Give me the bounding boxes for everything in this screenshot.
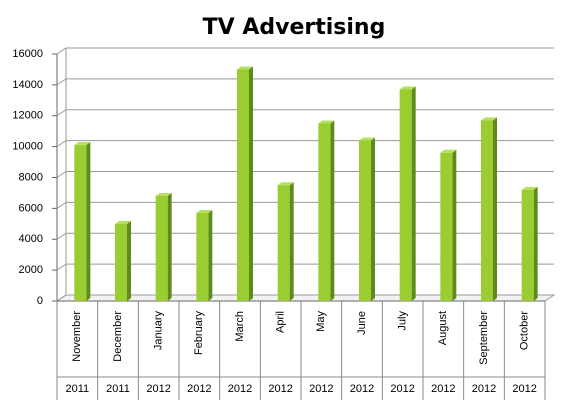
x-tick-label: October — [519, 311, 531, 350]
y-tick-label: 12000 — [12, 110, 43, 122]
chart-title: TV Advertising — [203, 15, 386, 40]
bar-side — [127, 220, 131, 301]
y-tick-label: 14000 — [12, 79, 43, 91]
bar-side — [493, 117, 497, 301]
grid-line — [56, 47, 554, 55]
x-group-label: 2011 — [106, 383, 130, 395]
bar-side — [452, 149, 457, 301]
x-tick-label: April — [275, 311, 287, 333]
bar — [115, 223, 127, 301]
bar-top — [481, 117, 497, 121]
bar-side — [289, 182, 294, 301]
bar-top — [237, 66, 253, 70]
bar — [237, 69, 249, 301]
grid-line — [56, 201, 554, 209]
bar — [399, 89, 412, 301]
x-tick-label: August — [437, 311, 449, 345]
x-tick-label: January — [153, 311, 165, 351]
bar-top — [155, 193, 172, 197]
x-group-label: 2012 — [472, 383, 496, 395]
bar-side — [167, 193, 172, 301]
grid-line — [56, 232, 554, 240]
x-group-label: 2012 — [146, 383, 170, 395]
bar-side — [208, 210, 213, 301]
x-tick-label: May — [315, 311, 327, 332]
y-tick-label: 16000 — [12, 48, 43, 60]
grid-line — [56, 140, 554, 148]
bar-top — [359, 137, 375, 141]
bar — [277, 185, 290, 301]
x-tick-label: March — [234, 311, 246, 342]
y-tick-label: 0 — [37, 295, 43, 307]
x-tick-label: September — [478, 311, 490, 365]
bar — [196, 213, 209, 301]
grid-line — [56, 109, 554, 117]
bar-top — [399, 86, 416, 90]
bar-side — [533, 186, 538, 301]
y-tick-label: 6000 — [19, 202, 43, 214]
bar-side — [86, 142, 91, 301]
x-tick-label: July — [397, 311, 409, 331]
x-group-label: 2011 — [66, 383, 90, 395]
x-group-label: 2012 — [390, 383, 414, 395]
bar-top — [318, 120, 335, 124]
bar-top — [196, 210, 213, 214]
x-group-label: 2012 — [350, 383, 374, 395]
bar — [359, 140, 371, 301]
bar — [155, 196, 168, 301]
x-tick-label: February — [193, 311, 205, 356]
y-tick-label: 10000 — [12, 141, 43, 153]
x-tick-label: November — [71, 311, 83, 362]
x-group-label: 2012 — [431, 383, 455, 395]
x-group-label: 2012 — [309, 383, 333, 395]
grid-line — [56, 171, 554, 178]
bar — [481, 120, 493, 301]
x-tick-label: June — [356, 311, 368, 335]
grid-line — [56, 263, 554, 271]
bar-side — [371, 137, 375, 301]
bar — [521, 189, 534, 301]
bar-top — [74, 142, 91, 146]
bar-top — [440, 149, 457, 153]
y-tick-label: 8000 — [19, 171, 43, 183]
bar — [74, 145, 87, 301]
bar — [318, 123, 331, 301]
y-tick-label: 2000 — [19, 264, 43, 276]
bar-side — [249, 66, 253, 301]
bar-top — [115, 220, 131, 224]
x-group-label: 2012 — [187, 383, 211, 395]
floor — [55, 294, 556, 302]
bar-side — [411, 86, 416, 301]
x-group-label: 2012 — [512, 383, 536, 395]
bar-side — [330, 120, 335, 301]
x-group-label: 2012 — [268, 383, 292, 395]
x-group-label: 2012 — [228, 383, 252, 395]
bar — [440, 152, 453, 301]
x-tick-label: December — [112, 311, 124, 362]
grid-line — [56, 78, 554, 86]
bar-top — [521, 186, 538, 190]
y-tick-label: 4000 — [19, 233, 43, 245]
grid-line — [56, 294, 554, 302]
bar-top — [277, 182, 294, 186]
